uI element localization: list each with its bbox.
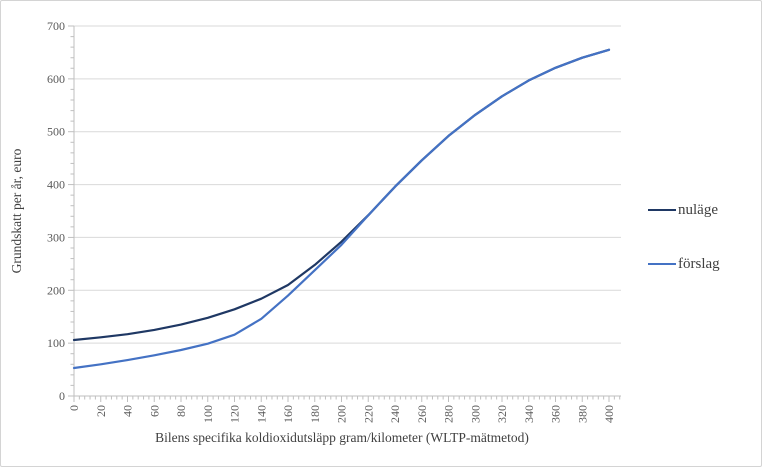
- legend-item-nulage: nuläge: [648, 201, 718, 219]
- x-tick-label-80: 80: [174, 405, 188, 417]
- x-tick-label-380: 380: [575, 405, 589, 423]
- x-tick-label-100: 100: [201, 405, 215, 423]
- y-axis-title: Grundskatt per år, euro: [9, 148, 24, 273]
- x-tick-label-300: 300: [468, 405, 482, 423]
- x-tick-label-220: 220: [361, 405, 375, 423]
- legend-line-nulage-icon: [648, 208, 676, 212]
- x-tick-label-360: 360: [549, 405, 563, 423]
- legend-label-nulage: nuläge: [678, 202, 718, 218]
- x-tick-label-400: 400: [602, 405, 616, 423]
- y-tick-label-600: 600: [47, 72, 65, 86]
- x-tick-label-40: 40: [121, 405, 135, 417]
- legend-item-forslag: förslag: [648, 255, 720, 273]
- x-tick-label-0: 0: [67, 405, 81, 411]
- x-tick-label-140: 140: [254, 405, 268, 423]
- x-tick-label-160: 160: [281, 405, 295, 423]
- x-tick-label-320: 320: [495, 405, 509, 423]
- x-tick-label-260: 260: [415, 405, 429, 423]
- series-line-nuläge: [72, 48, 611, 342]
- x-tick-label-240: 240: [388, 405, 402, 423]
- y-tick-label-500: 500: [47, 125, 65, 139]
- x-tick-label-20: 20: [94, 405, 108, 417]
- x-tick-label-180: 180: [308, 405, 322, 423]
- x-axis-title: Bilens specifika koldioxidutsläpp gram/k…: [155, 430, 529, 445]
- legend-label-forslag: förslag: [678, 256, 720, 272]
- y-tick-label-200: 200: [47, 283, 65, 297]
- y-tick-label-400: 400: [47, 178, 65, 192]
- y-tick-label-0: 0: [59, 389, 65, 403]
- x-tick-label-120: 120: [228, 405, 242, 423]
- y-tick-label-700: 700: [47, 19, 65, 33]
- x-tick-label-200: 200: [335, 405, 349, 423]
- legend-line-forslag-icon: [648, 262, 676, 266]
- x-tick-label-280: 280: [442, 405, 456, 423]
- series-line-förslag: [72, 48, 611, 370]
- x-tick-label-340: 340: [522, 405, 536, 423]
- y-tick-label-300: 300: [47, 230, 65, 244]
- y-tick-label-100: 100: [47, 336, 65, 350]
- x-tick-label-60: 60: [147, 405, 161, 417]
